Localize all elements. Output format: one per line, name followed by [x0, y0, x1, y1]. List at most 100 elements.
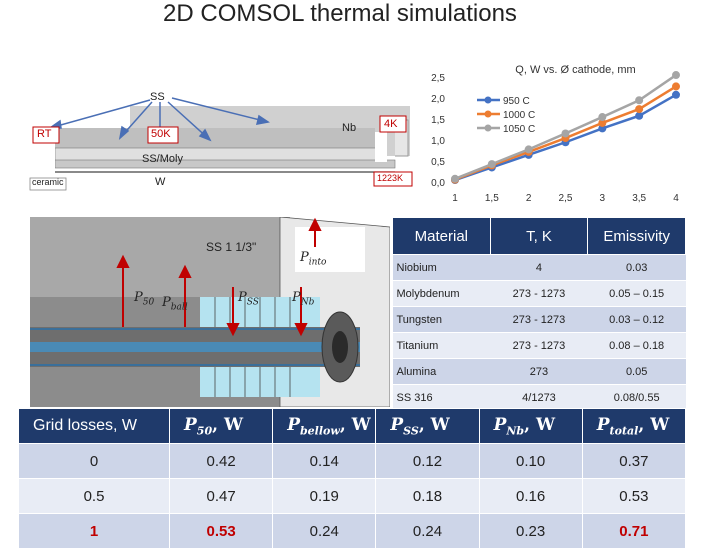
schematic-gap	[375, 132, 387, 162]
material-name: Titanium	[392, 332, 491, 359]
label-p50: P50	[134, 290, 155, 308]
grid-header-label: Grid losses, W	[18, 408, 170, 444]
material-emissivity: 0.03	[587, 254, 686, 281]
y-tick-label: 0,0	[431, 178, 445, 189]
grid-losses-value: 0	[18, 443, 170, 479]
p50-value: 0.42	[168, 443, 274, 479]
data-point	[524, 145, 533, 154]
x-tick-label: 2,5	[559, 193, 573, 204]
material-header-cell: T, K	[489, 217, 589, 255]
grid-losses-value: 0.5	[18, 478, 170, 514]
data-point	[598, 118, 607, 127]
label-ss: SS	[150, 91, 165, 103]
ptotal-value: 0.53	[581, 478, 687, 514]
data-point	[635, 105, 644, 114]
ptotal-value: 0.71	[581, 513, 687, 549]
material-name: Molybdenum	[392, 280, 491, 307]
schematic-inner	[55, 128, 375, 150]
legend-marker	[484, 124, 492, 132]
label-pss: PSS	[238, 290, 259, 308]
data-point	[451, 174, 459, 183]
table-row: Niobium 4 0.03	[392, 254, 686, 281]
material-temp: 273 - 1273	[490, 306, 588, 333]
data-point	[487, 160, 496, 169]
material-temp: 273	[490, 358, 588, 385]
data-point	[672, 90, 680, 99]
y-tick-label: 1,0	[431, 136, 445, 147]
pbellow-value: 0.19	[272, 478, 377, 514]
x-tick-label: 3	[600, 193, 606, 204]
page-title: 2D COMSOL thermal simulations	[163, 0, 517, 27]
render-core	[30, 342, 360, 352]
grid-header-pss: PSS, W	[375, 408, 480, 444]
table-row: Titanium 273 - 1273 0.08 – 0.18	[392, 332, 686, 359]
material-name: Niobium	[392, 254, 491, 281]
grid-header-ptotal: Ptotal, W	[581, 408, 687, 444]
ptotal-value: 0.37	[581, 443, 687, 479]
material-temp: 4/1273	[490, 384, 588, 411]
schematic-diagram	[0, 97, 413, 191]
x-tick-label: 3,5	[632, 193, 646, 204]
label-ceramic: ceramic	[32, 177, 64, 187]
pss-value: 0.18	[375, 478, 480, 514]
material-emissivity: 0.08 – 0.18	[587, 332, 686, 359]
y-tick-label: 2,5	[431, 73, 445, 84]
grid-header-pnb: PNb, W	[478, 408, 583, 444]
label-rt: RT	[37, 128, 52, 140]
y-tick-label: 1,5	[431, 115, 445, 126]
material-header-cell: Emissivity	[587, 217, 686, 255]
pnb-value: 0.16	[478, 478, 583, 514]
grid-header-row: Grid losses, W P50, W Pbellow, W PSS, W …	[18, 408, 687, 444]
label-pnb: PNb	[292, 290, 315, 308]
render-label-box	[295, 227, 365, 272]
material-temp: 4	[490, 254, 588, 281]
material-header-row: Material T, K Emissivity	[392, 217, 686, 255]
heat-arrows	[116, 217, 322, 337]
legend-marker	[484, 110, 492, 118]
legend-marker	[484, 96, 492, 104]
render-3d	[20, 217, 390, 407]
material-temp: 273 - 1273	[490, 280, 588, 307]
legend-label: 1000 C	[503, 110, 535, 121]
material-name: Tungsten	[392, 306, 491, 333]
material-name: SS 316	[392, 384, 491, 411]
legend-label: 950 C	[503, 96, 530, 107]
label-w: W	[155, 176, 166, 188]
x-tick-label: 2	[526, 193, 532, 204]
table-row: Tungsten 273 - 1273 0.03 – 0.12	[392, 306, 686, 333]
p50-value: 0.53	[168, 513, 274, 549]
chart-title: Q, W vs. Ø cathode, mm	[515, 64, 635, 76]
grid-losses-table: Grid losses, W P50, W Pbellow, W PSS, W …	[18, 408, 687, 549]
data-point	[598, 113, 607, 122]
x-tick-label: 1,5	[485, 193, 499, 204]
label-p-into: Pinto	[300, 250, 327, 268]
data-point	[672, 71, 680, 80]
schematic-left-blank	[0, 138, 55, 178]
material-table: Material T, K Emissivity Niobium 4 0.03 …	[392, 217, 686, 411]
data-point	[561, 129, 570, 138]
table-row: 0 0.42 0.14 0.12 0.10 0.37	[18, 443, 687, 479]
chart: Q, W vs. Ø cathode, mm 0,0 0,5 1,0 1,5 2,0 2,5…	[431, 64, 680, 204]
material-header-cell: Material	[392, 217, 491, 255]
label-ss-flange: SS 1 1/3"	[206, 240, 257, 254]
material-emissivity: 0.03 – 0.12	[587, 306, 686, 333]
data-point	[635, 111, 644, 120]
label-nb: Nb	[342, 122, 357, 134]
pnb-value: 0.23	[478, 513, 583, 549]
legend-label: 1050 C	[503, 124, 535, 135]
y-tick-label: 2,0	[431, 94, 445, 105]
table-row: Alumina 273 0.05	[392, 358, 686, 385]
pbellow-value: 0.14	[272, 443, 377, 479]
grid-losses-value: 1	[18, 513, 170, 549]
table-row: Molybdenum 273 - 1273 0.05 – 0.15	[392, 280, 686, 307]
table-row: SS 316 4/1273 0.08/0.55	[392, 384, 686, 411]
pnb-value: 0.10	[478, 443, 583, 479]
material-emissivity: 0.08/0.55	[587, 384, 686, 411]
grid-header-p50: P50, W	[168, 408, 274, 444]
table-row: 1 0.53 0.24 0.24 0.23 0.71	[18, 513, 687, 549]
x-tick-label: 1	[452, 193, 458, 204]
material-temp: 273 - 1273	[490, 332, 588, 359]
data-point	[635, 96, 644, 105]
label-pball: Pball	[162, 295, 188, 313]
label-50k: 50K	[151, 128, 171, 140]
